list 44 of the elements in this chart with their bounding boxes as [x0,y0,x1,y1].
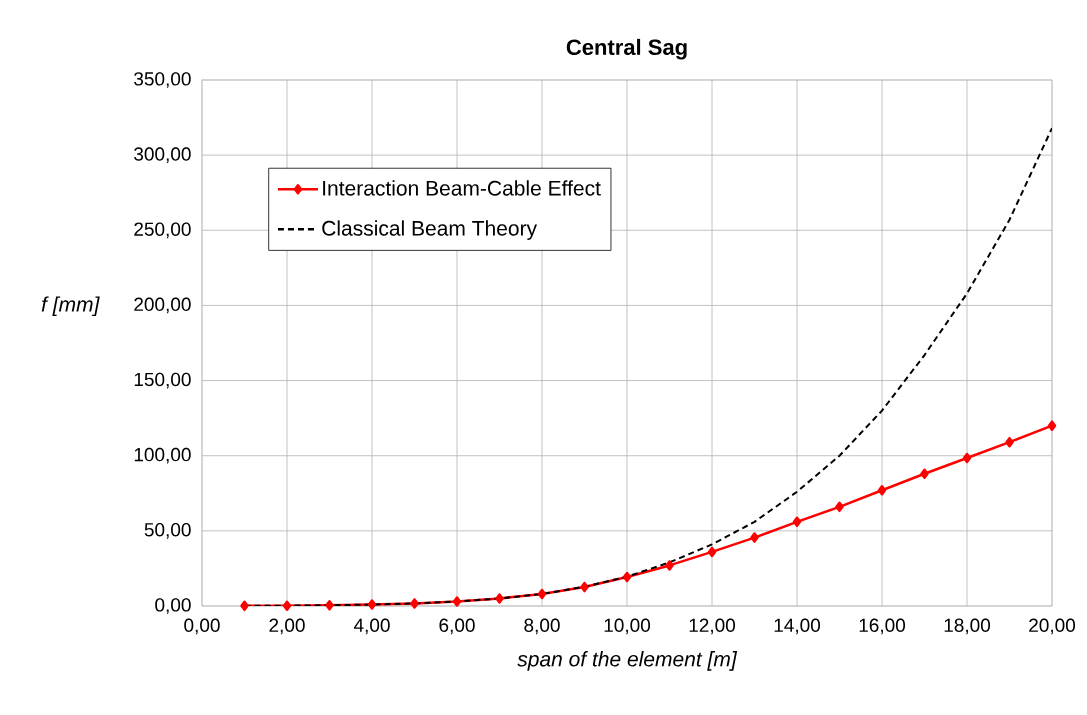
y-tick-label: 0,00 [155,598,191,614]
point [792,516,802,528]
point [622,571,632,583]
point [920,468,929,479]
y-tick-label: 50,00 [144,523,191,539]
point [1005,436,1014,448]
point [665,560,674,571]
point [410,598,419,609]
y-tick-label: 250,00 [134,222,191,239]
point [835,501,844,513]
y-tick-label: 200,00 [134,297,191,314]
point [495,593,504,604]
legend-label: Interaction Beam-Cable Effect [323,180,601,196]
x-tick-label: 10,00 [604,618,651,635]
x-tick-label: 4,00 [353,618,390,635]
legend-label: Classical Beam Theory [322,220,538,240]
x-tick-label: 8,00 [524,618,560,635]
y-tick-label: 100,00 [134,447,191,464]
point [877,485,887,496]
point [1047,420,1057,431]
x-axis-title: span of the element [m] [517,651,738,671]
point [537,588,547,600]
point [750,532,759,543]
x-tick-label: 18,00 [944,618,991,635]
x-tick-label: 2,00 [269,618,305,635]
point [962,452,972,464]
x-tick-label: 16,00 [859,618,906,635]
chart-title: Central Sag [566,38,687,60]
x-tick-label: 12,00 [689,618,736,635]
x-tick-label: 20,00 [1029,618,1076,635]
y-tick-label: 300,00 [134,147,191,163]
point [580,581,589,593]
y-tick-label: 350,00 [134,72,191,88]
point [325,600,334,611]
point [707,546,717,558]
point [452,596,462,607]
x-tick-label: 0,00 [184,618,220,635]
x-tick-label: 14,00 [774,618,821,635]
y-axis-title: f [mm] [41,296,100,316]
y-tick-label: 150,00 [134,372,191,389]
point [367,599,377,610]
point [282,600,292,611]
x-tick-label: 6,00 [439,618,475,635]
point [240,600,249,612]
